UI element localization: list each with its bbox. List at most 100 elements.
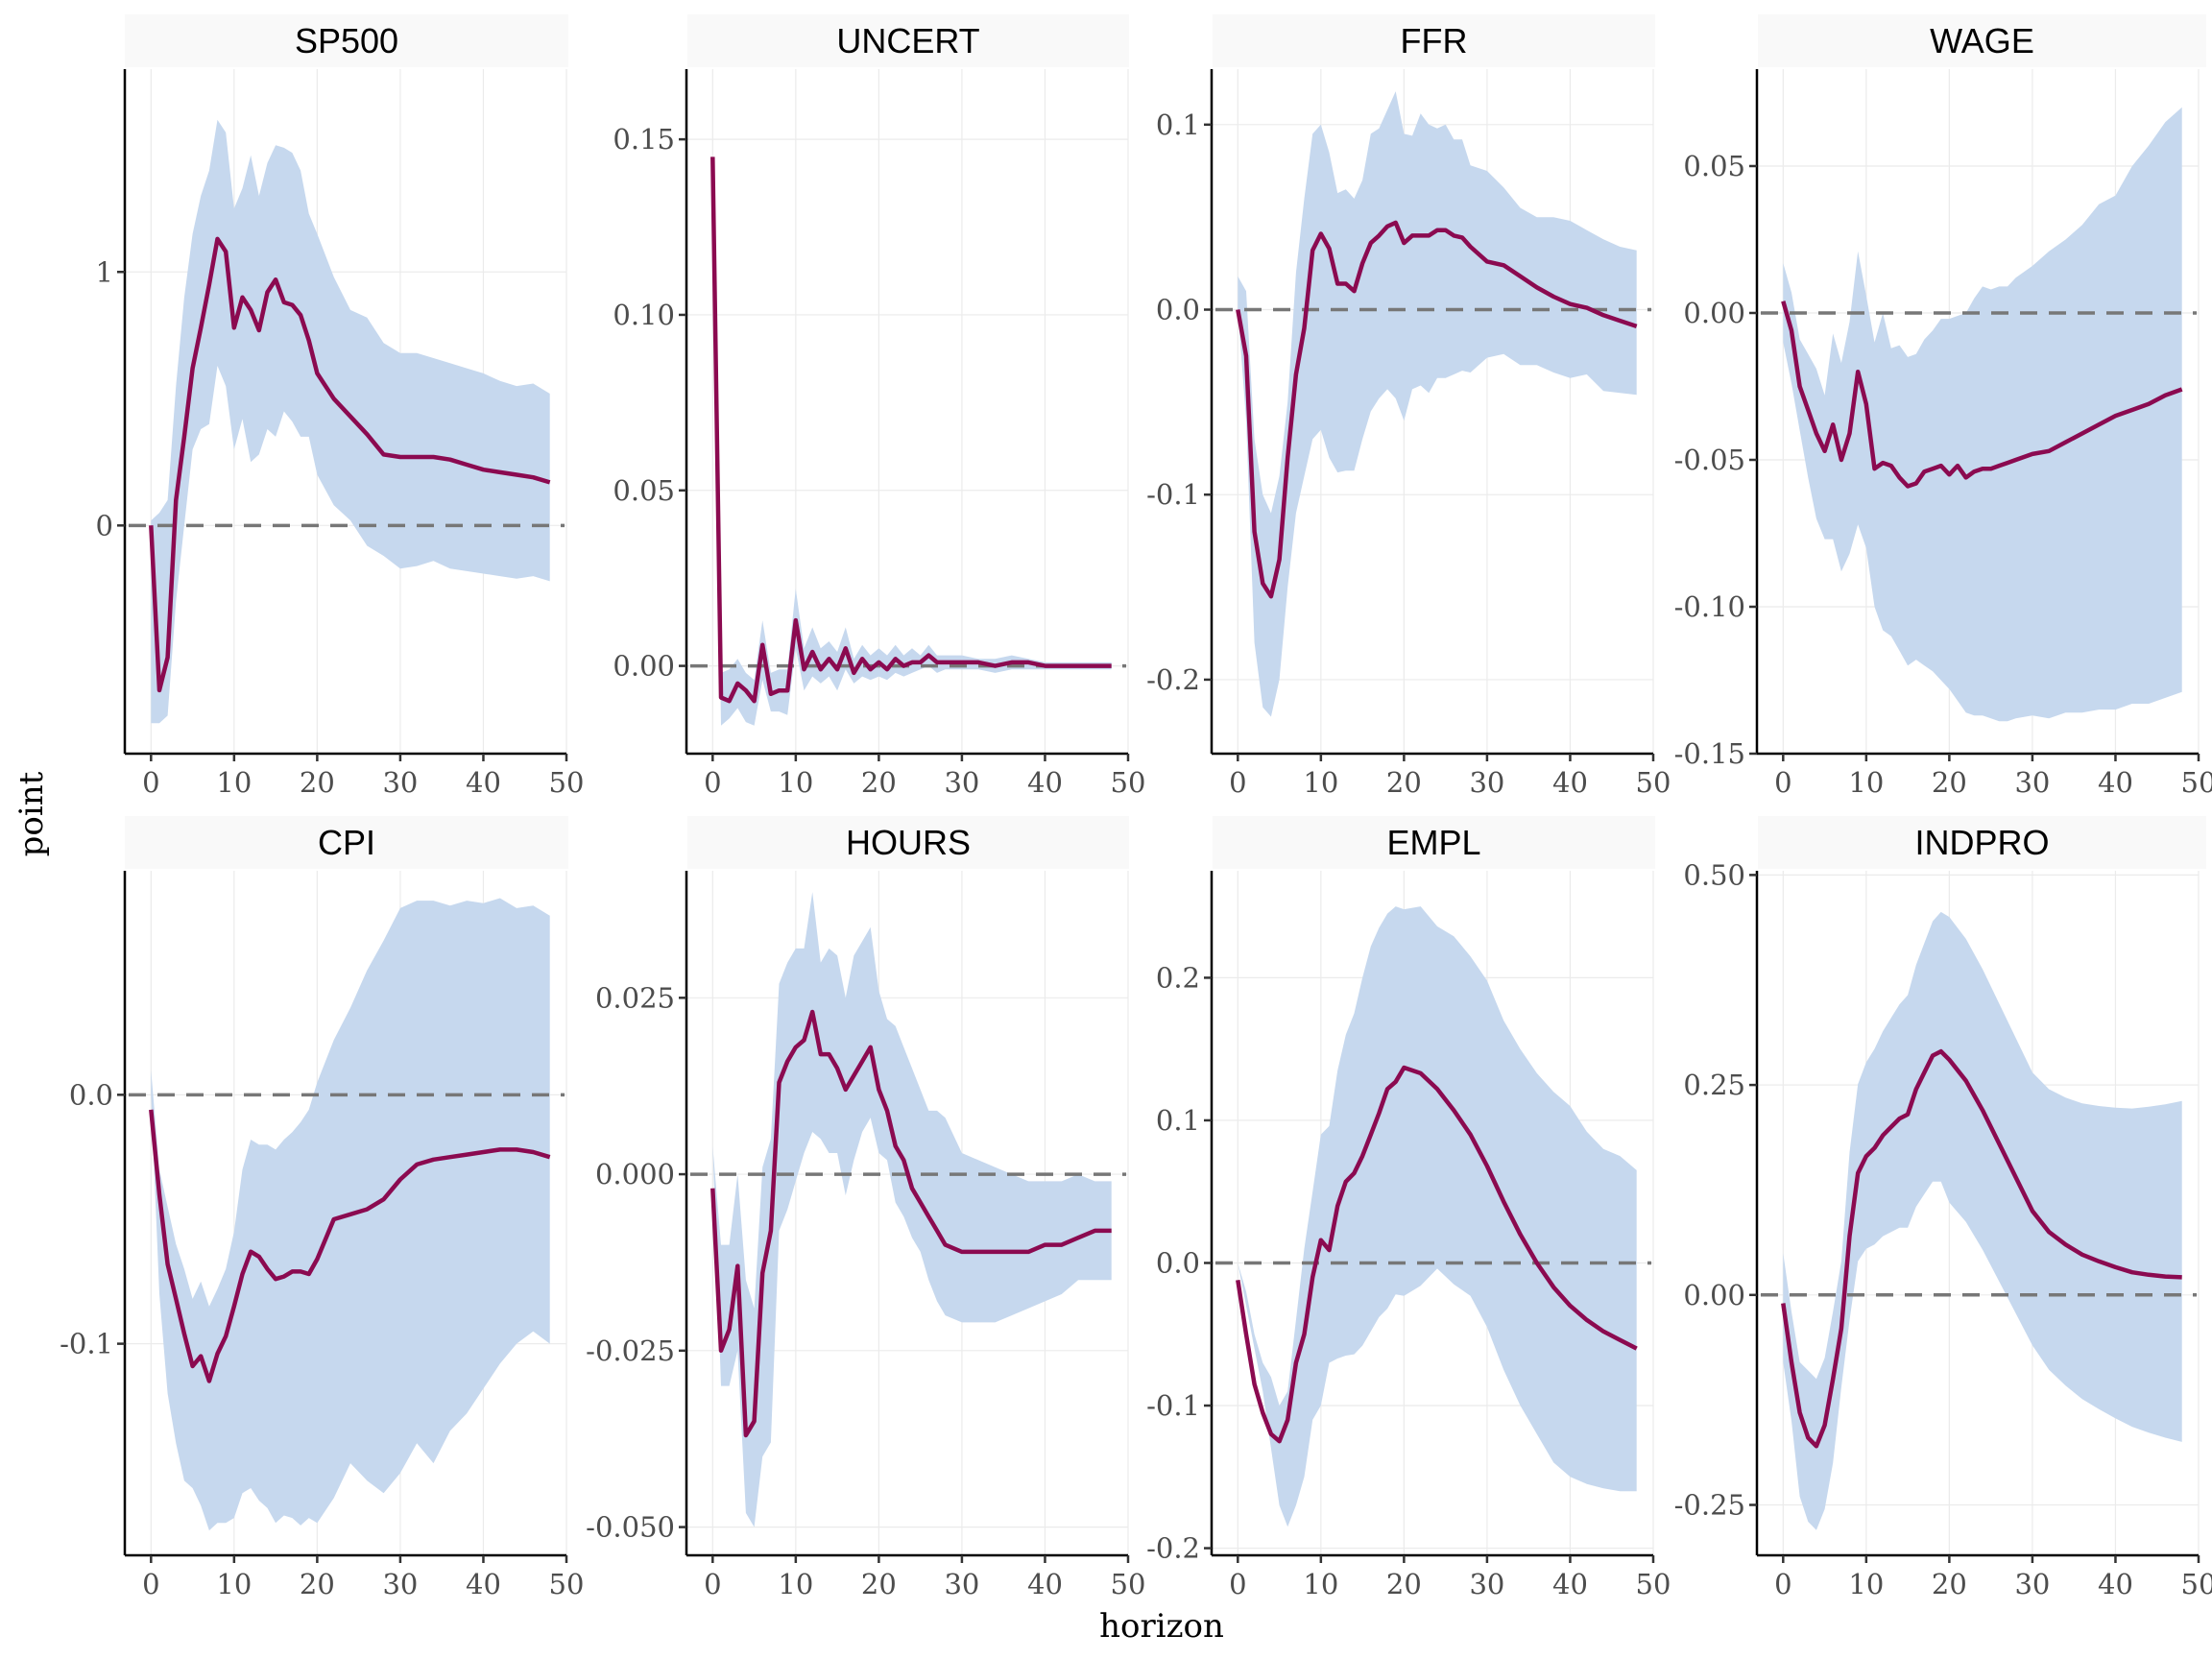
- x-tick-label: 30: [1469, 766, 1504, 799]
- y-tick-label: -0.050: [586, 1511, 675, 1544]
- x-tick-label: 10: [216, 766, 252, 799]
- panel-wage: WAGE 0 10 20 30 40 50 -0.15 -0.10 -0.05 0.00 0.05: [1674, 14, 2212, 799]
- point-estimate-line: [1236, 220, 1638, 599]
- point-estimate-line: [149, 1109, 551, 1383]
- x-tick-label: 40: [2098, 766, 2133, 799]
- panel-ffr: FFR 0 10 20 30 40 50 -0.2 -0.1 0.0 0.1: [1146, 14, 1671, 799]
- x-tick-label: 0: [704, 1568, 721, 1600]
- facet-strip: [125, 816, 568, 869]
- confidence-band: [1783, 911, 2182, 1530]
- facet-strip: [1758, 14, 2206, 67]
- facet-strip: [1758, 816, 2206, 869]
- facet-title: UNCERT: [836, 21, 979, 60]
- confidence-band: [1238, 906, 1637, 1527]
- confidence-band: [1238, 91, 1637, 717]
- y-tick-label: 0.05: [613, 474, 675, 507]
- x-tick-label: 20: [861, 1568, 897, 1600]
- facet-strip: [125, 14, 568, 67]
- facet-title: CPI: [318, 823, 375, 862]
- y-tick-label: 0.0: [1156, 1246, 1200, 1279]
- y-tick-label: -0.1: [60, 1328, 113, 1360]
- y-tick-label: 0.15: [613, 123, 675, 156]
- y-tick-label: 0.000: [595, 1158, 675, 1190]
- x-tick-label: 40: [1552, 766, 1588, 799]
- x-tick-label: 0: [1774, 766, 1791, 799]
- facet-title: FFR: [1401, 21, 1468, 60]
- x-tick-label: 40: [1027, 766, 1063, 799]
- x-tick-label: 20: [300, 1568, 335, 1600]
- x-tick-label: 20: [300, 766, 335, 799]
- facet-title: WAGE: [1930, 21, 2034, 60]
- y-tick-label: 0.2: [1156, 961, 1200, 994]
- facet-title: EMPL: [1386, 823, 1480, 862]
- x-tick-label: 30: [944, 1568, 979, 1600]
- y-tick-label: 0.0: [69, 1078, 113, 1111]
- x-tick-label: 10: [216, 1568, 252, 1600]
- y-tick-label: -0.2: [1146, 1532, 1200, 1565]
- point-estimate-line: [149, 236, 551, 693]
- panel-hours: HOURS 0 10 20 30 40 50 -0.050 -0.025 0.000 0.025: [586, 816, 1145, 1600]
- x-tick-label: 10: [1303, 766, 1338, 799]
- y-tick-label: -0.15: [1674, 737, 1745, 770]
- x-tick-label: 30: [2014, 766, 2050, 799]
- x-tick-label: 10: [778, 1568, 813, 1600]
- x-tick-label: 20: [1932, 766, 1967, 799]
- x-tick-label: 50: [1111, 1568, 1146, 1600]
- x-tick-label: 10: [1848, 766, 1884, 799]
- y-tick-label: -0.2: [1146, 663, 1200, 696]
- x-tick-label: 10: [1303, 1568, 1338, 1600]
- point-estimate-line: [1781, 1048, 2182, 1449]
- x-tick-label: 50: [2181, 1568, 2212, 1600]
- confidence-band: [712, 892, 1112, 1527]
- x-tick-label: 30: [944, 766, 979, 799]
- point-estimate-line: [710, 1009, 1112, 1438]
- y-tick-label: 0: [96, 509, 113, 541]
- x-tick-label: 0: [142, 1568, 159, 1600]
- facet-strip: [1213, 14, 1655, 67]
- panel-sp500: SP500 0 10 20 30 40 50 0 1: [96, 14, 585, 799]
- facet-strip: [687, 816, 1129, 869]
- y-tick-label: 0.00: [613, 650, 675, 683]
- x-tick-label: 50: [549, 1568, 585, 1600]
- facet-title: SP500: [295, 21, 398, 60]
- x-tick-label: 50: [1636, 1568, 1671, 1600]
- point-estimate-line: [1236, 1065, 1638, 1444]
- facet-title: HOURS: [846, 823, 971, 862]
- x-tick-label: 10: [778, 766, 813, 799]
- panel-uncert: UNCERT 0 10 20 30 40 50 0.00 0.05 0.10 0.15: [613, 14, 1145, 799]
- x-tick-label: 20: [1386, 1568, 1422, 1600]
- facet-strip: [687, 14, 1129, 67]
- confidence-band: [151, 119, 550, 724]
- y-tick-label: -0.10: [1674, 590, 1745, 623]
- confidence-band: [712, 156, 1112, 726]
- y-tick-label: -0.025: [586, 1334, 675, 1367]
- point-estimate-line: [710, 156, 1112, 704]
- y-tick-label: 0.00: [1683, 297, 1745, 329]
- y-tick-label: 0.05: [1683, 150, 1745, 182]
- x-tick-label: 0: [142, 766, 159, 799]
- y-tick-label: 0.1: [1156, 108, 1200, 141]
- facet-title: INDPRO: [1914, 823, 2049, 862]
- x-tick-label: 40: [1552, 1568, 1588, 1600]
- y-tick-label: 0.1: [1156, 1104, 1200, 1137]
- y-tick-label: 0.25: [1683, 1069, 1745, 1101]
- panel-cpi: CPI 0 10 20 30 40 50 -0.1 0.0: [60, 816, 584, 1600]
- x-axis-title: horizon: [1099, 1607, 1224, 1646]
- x-tick-label: 30: [2014, 1568, 2050, 1600]
- panel-indpro: INDPRO 0 10 20 30 40 50 -0.25 0.00 0.25 0.50: [1674, 816, 2212, 1600]
- y-tick-label: 0.10: [613, 299, 675, 331]
- x-tick-label: 40: [2098, 1568, 2133, 1600]
- point-estimate-line: [1781, 301, 2183, 489]
- x-tick-label: 20: [1386, 766, 1422, 799]
- x-tick-label: 50: [2181, 766, 2212, 799]
- x-tick-label: 0: [1229, 766, 1246, 799]
- x-tick-label: 30: [382, 766, 418, 799]
- facet-strip: [1213, 816, 1655, 869]
- x-tick-label: 20: [1932, 1568, 1967, 1600]
- x-tick-label: 50: [1111, 766, 1146, 799]
- y-tick-label: 1: [96, 255, 113, 288]
- y-tick-label: 0.00: [1683, 1279, 1745, 1311]
- x-tick-label: 50: [549, 766, 585, 799]
- x-tick-label: 20: [861, 766, 897, 799]
